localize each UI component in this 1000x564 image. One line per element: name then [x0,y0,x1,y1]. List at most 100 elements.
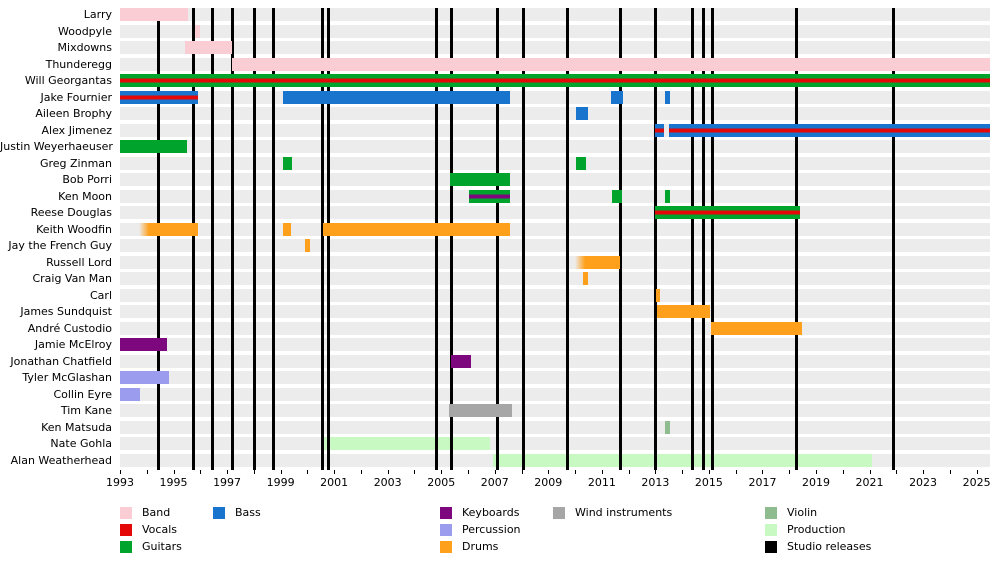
row-stripe [120,305,990,318]
axis-tick [146,470,148,474]
row-stripe [120,321,990,335]
axis-year-label: 1999 [266,476,295,489]
timeline-bar [283,222,292,236]
row-label: Thunderegg [45,57,112,71]
timeline-bar [323,437,490,450]
row-stripe [120,90,990,104]
timeline-bar [665,189,670,203]
axis-tick [200,470,202,474]
axis-tick [280,470,282,474]
timeline-bar [138,222,199,236]
timeline-bar [448,404,512,417]
timeline-bar [582,272,588,285]
plot-area [120,8,990,470]
studio-release-line [327,8,331,470]
timeline-bar [710,321,802,335]
axis-tick [548,470,550,474]
row-stripe [120,189,990,203]
studio-release-line [231,8,235,470]
row-label: Jonathan Chatfield [10,354,112,368]
percussion-swatch [440,523,452,536]
studio-release-line [321,8,325,470]
studio-release-line [271,8,275,470]
axis-tick [923,470,925,474]
legend-item-keyboards: Keyboards [440,506,519,519]
legend-label: Bass [235,505,261,519]
timeline-bar [283,156,292,170]
studio_releases-swatch [765,540,777,553]
axis-tick [601,470,603,474]
legend-item-wind: Wind instruments [553,506,672,519]
timeline-bar [575,156,587,170]
timeline-bar [120,8,189,21]
timeline-bar [668,123,990,137]
row-stripe [120,354,990,368]
timeline-bar [655,123,665,137]
legend-item-guitars: Guitars [120,540,182,553]
legend-item-band: Band [120,506,170,519]
keyboards-swatch [440,506,452,519]
row-label: André Custodio [27,321,112,335]
row-stripe [120,420,990,434]
axis-tick [334,470,336,474]
row-stripe [120,8,990,21]
timeline-bar [195,24,201,38]
row-stripe [120,140,990,153]
axis-tick [682,470,684,474]
row-stripe [120,156,990,170]
axis-tick [120,470,121,474]
axis-tick [735,470,737,474]
band-swatch [120,506,132,519]
timeline-bar [665,420,670,434]
legend-item-percussion: Percussion [440,523,521,536]
legend-item-bass: Bass [213,506,261,519]
axis-year-label: 1993 [106,476,134,489]
row-label: Mixdowns [57,41,112,54]
row-label: Ken Moon [58,189,112,203]
row-label: Collin Eyre [53,387,112,401]
row-label: Craig Van Man [32,272,112,285]
studio-release-line [690,8,694,470]
axis-tick [360,470,362,474]
row-stripe [120,272,990,285]
studio-release-line [521,8,525,470]
axis-year-label: 2007 [480,476,509,489]
violin-swatch [765,506,777,519]
row-label: Greg Zinman [39,156,112,170]
studio-release-line [795,8,799,470]
timeline-bar [120,90,199,104]
axis-tick [896,470,898,474]
row-label: Ken Matsuda [41,420,112,434]
row-label: Keith Woodfin [36,222,112,236]
axis-tick [414,470,416,474]
axis-year-label: 2009 [534,476,563,489]
studio-release-line [891,8,895,470]
axis-tick [976,470,978,474]
row-stripe [120,338,990,351]
legend-label: Band [142,505,171,519]
axis-tick [762,470,764,474]
row-label: Jamie McElroy [34,338,112,351]
timeline-bar [323,222,511,236]
timeline-bar [610,90,624,104]
studio-release-line [252,8,256,470]
legend-label: Percussion [462,522,521,536]
axis-tick [494,470,496,474]
timeline-bar [450,354,471,368]
axis-tick [628,470,630,474]
axis-year-label: 2015 [694,476,723,489]
row-stripe [120,288,990,302]
row-stripe [120,239,990,252]
legend-item-drums: Drums [440,540,498,553]
row-stripe [120,222,990,236]
row-label: Justin Weyerhaeuser [0,140,113,153]
axis-tick [842,470,844,474]
row-stripe [120,24,990,38]
row-stripe [120,107,990,120]
timeline-bar [283,90,511,104]
timeline-bar [575,255,621,269]
axis-year-label: 2005 [427,476,456,489]
row-stripe [120,173,990,186]
axis-year-label: 2017 [748,476,777,489]
